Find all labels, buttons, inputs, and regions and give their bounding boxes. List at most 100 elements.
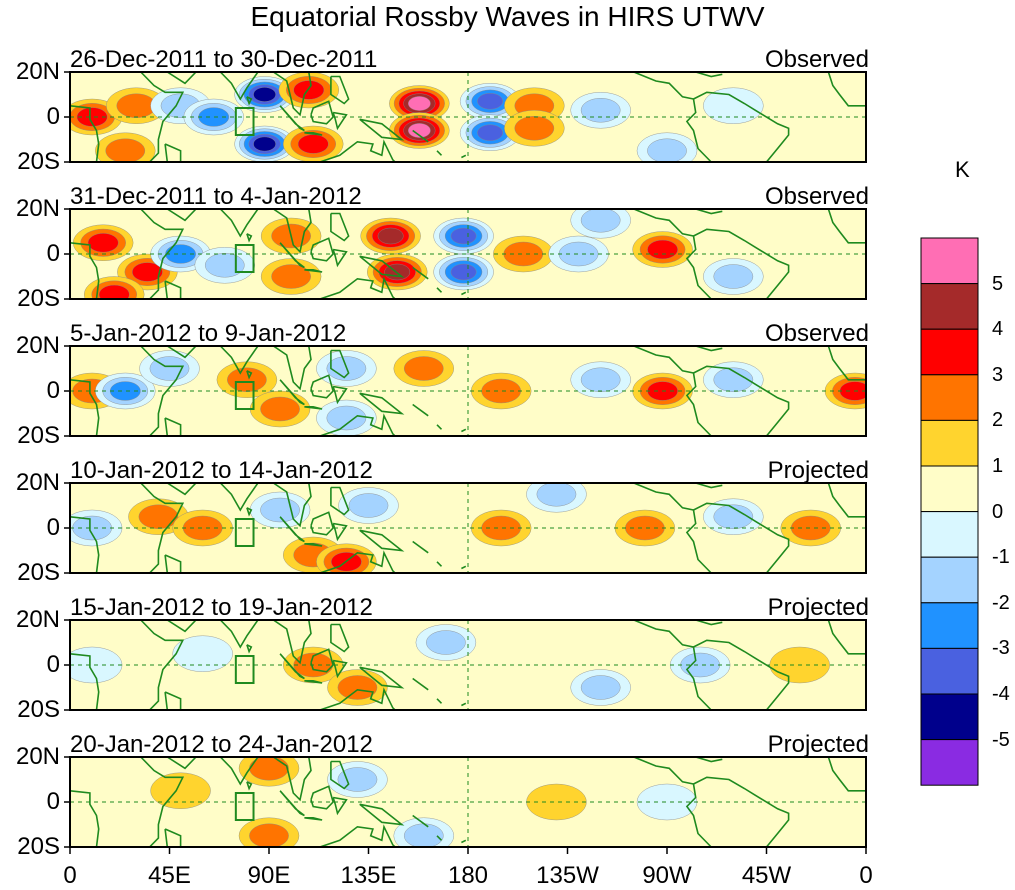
coastline [272, 72, 312, 117]
coastline [279, 516, 305, 543]
anomaly-contour [580, 675, 621, 700]
coastline [246, 370, 253, 380]
coastline [279, 105, 305, 132]
coastline [827, 72, 866, 107]
lon-label: 90E [247, 862, 291, 889]
panel-date-range: 5-Jan-2012 to 9-Jan-2012 [70, 320, 347, 347]
coastline [164, 280, 182, 299]
anomaly-contour [713, 264, 754, 289]
coastline [436, 561, 443, 567]
coastline [633, 346, 694, 374]
anomaly-contour [326, 405, 367, 431]
coastline [330, 486, 350, 516]
anomaly-contour [580, 367, 621, 392]
coastline [633, 483, 694, 511]
coastline [310, 648, 334, 673]
lon-label: 0 [63, 862, 77, 889]
anomaly-contour [450, 227, 477, 245]
colorbar-swatch [920, 328, 979, 376]
lat-label: 0 [46, 240, 60, 267]
coastline [319, 687, 396, 710]
coastline [164, 417, 182, 436]
coastline [685, 235, 712, 299]
coastline [436, 698, 443, 704]
coastline [436, 150, 443, 156]
lat-label: 20N [15, 195, 60, 222]
colorbar-swatch [920, 374, 979, 421]
anomaly-contour [138, 504, 179, 529]
coastline [685, 509, 712, 573]
colorbar-swatch [920, 237, 979, 285]
coastline [246, 96, 253, 106]
coastline [304, 680, 323, 684]
anomaly-contour [271, 264, 311, 289]
coastline [70, 620, 185, 710]
coastline [319, 276, 396, 299]
coastline [633, 620, 694, 648]
coastline [412, 129, 429, 143]
anomaly-contour [227, 367, 267, 392]
coastline [279, 653, 305, 680]
coastline [219, 346, 259, 375]
coastline [436, 424, 443, 430]
anomaly-contour [172, 635, 233, 672]
coastline [685, 98, 712, 162]
coastline [827, 757, 866, 792]
lat-label: 0 [46, 514, 60, 541]
anomaly-contour [408, 123, 431, 138]
panel-1-map [70, 72, 866, 162]
anomaly-contour [647, 138, 687, 162]
coastline [695, 757, 723, 763]
anomaly-contour [580, 98, 621, 123]
lat-label: 0 [46, 377, 60, 404]
coastline [166, 620, 197, 633]
coastline [246, 644, 253, 654]
panel-5-map [70, 620, 866, 710]
lon-label: 45W [741, 862, 792, 889]
reference-box [234, 244, 255, 273]
coastline [304, 543, 323, 547]
anomaly-contour [165, 244, 196, 264]
coastline [685, 646, 712, 710]
coastline [330, 623, 350, 653]
coastline [166, 757, 197, 770]
coastline [436, 287, 443, 293]
coastline [359, 118, 405, 141]
colorbar-swatch [920, 693, 979, 741]
lat-label: 20S [17, 285, 60, 312]
coastline [330, 75, 350, 105]
coastline [272, 757, 312, 802]
panel-date-range: 10-Jan-2012 to 14-Jan-2012 [70, 457, 373, 484]
coastline [359, 666, 405, 689]
anomaly-contour [76, 107, 108, 127]
coastline [219, 620, 259, 649]
anomaly-contour [703, 87, 764, 124]
coastline [70, 653, 100, 710]
coastline [219, 757, 259, 786]
coastline [70, 516, 100, 573]
anomaly-contour [348, 493, 389, 518]
coastline [70, 757, 185, 847]
coastline [70, 105, 100, 162]
coastline [461, 702, 467, 707]
coastline [310, 511, 334, 536]
lat-label: 0 [46, 788, 60, 815]
colorbar-tick-label: 1 [992, 455, 1004, 477]
colorbar-swatch [920, 556, 979, 604]
colorbar-swatch [920, 419, 979, 467]
colorbar-swatch [920, 739, 979, 786]
colorbar-tick-label: 5 [992, 272, 1004, 295]
colorbar-tick-label: 0 [992, 500, 1004, 523]
coastline [166, 209, 197, 222]
coastline [461, 839, 467, 844]
coastline [304, 817, 323, 821]
coastline [461, 428, 467, 433]
lat-label: 20N [15, 743, 60, 770]
coastline [695, 620, 723, 626]
anomaly-contour [403, 356, 444, 381]
coastline [219, 209, 259, 238]
colorbar-tick-label: -1 [992, 546, 1010, 569]
panel-6-map [70, 757, 866, 847]
lon-label: 0 [859, 862, 873, 889]
reference-box [234, 518, 255, 547]
